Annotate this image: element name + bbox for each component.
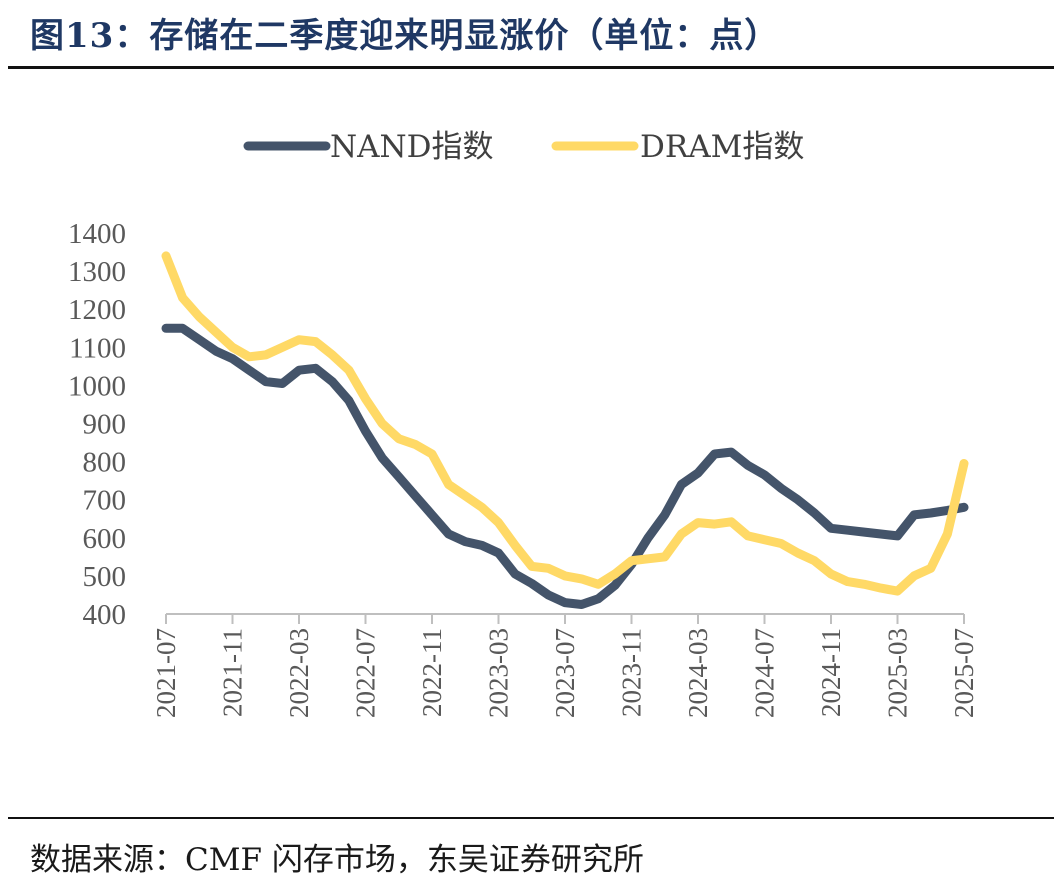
x-tick-label: 2024-07 <box>750 628 780 718</box>
y-tick-label: 1200 <box>68 294 126 326</box>
y-tick-label: 800 <box>83 447 127 479</box>
x-tick-label: 2022-07 <box>351 628 381 718</box>
x-tick-label: 2022-03 <box>284 628 314 718</box>
x-tick-label: 2024-11 <box>816 628 846 717</box>
nand-index-line <box>161 323 969 609</box>
legend-nand-label: NAND指数 <box>330 129 494 165</box>
y-tick-label: 1000 <box>68 370 126 402</box>
chart-title: 图13：存储在二季度迎来明显涨价（单位：点） <box>30 16 780 56</box>
x-tick-label: 2023-07 <box>550 628 580 718</box>
x-tick-label: 2021-07 <box>151 628 181 718</box>
y-tick-label: 900 <box>83 409 127 441</box>
x-axis: 2021-07 2021-11 2022-03 2022-07 2022-11 2023-… <box>151 613 979 718</box>
y-tick-label: 700 <box>83 485 127 517</box>
top-divider <box>8 66 1054 69</box>
x-tick-label: 2023-03 <box>484 628 514 718</box>
bottom-divider <box>8 817 1054 819</box>
legend-dram-label: DRAM指数 <box>640 129 804 165</box>
x-tick-label: 2023-11 <box>617 628 647 717</box>
y-tick-label: 1300 <box>68 256 126 288</box>
y-tick-label: 1400 <box>68 218 126 250</box>
y-tick-label: 500 <box>83 561 127 593</box>
y-tick-label: 1100 <box>69 332 126 364</box>
x-tick-label: 2021-11 <box>218 628 248 717</box>
chart-legend: NAND指数 DRAM指数 <box>243 129 804 165</box>
y-axis-ticks: 400 500 600 700 800 900 1000 1100 1200 1300 1400 <box>68 218 126 631</box>
dram-index-line <box>161 251 969 596</box>
y-tick-label: 600 <box>83 523 127 555</box>
x-tick-label: 2024-03 <box>683 628 713 718</box>
source-note: 数据来源：CMF 闪存市场，东吴证券研究所 <box>30 842 644 878</box>
x-tick-label: 2022-11 <box>417 628 447 717</box>
y-tick-label: 400 <box>83 599 127 631</box>
x-tick-label: 2025-07 <box>949 628 979 718</box>
x-tick-label: 2025-03 <box>883 628 913 718</box>
chart-series <box>161 251 969 609</box>
